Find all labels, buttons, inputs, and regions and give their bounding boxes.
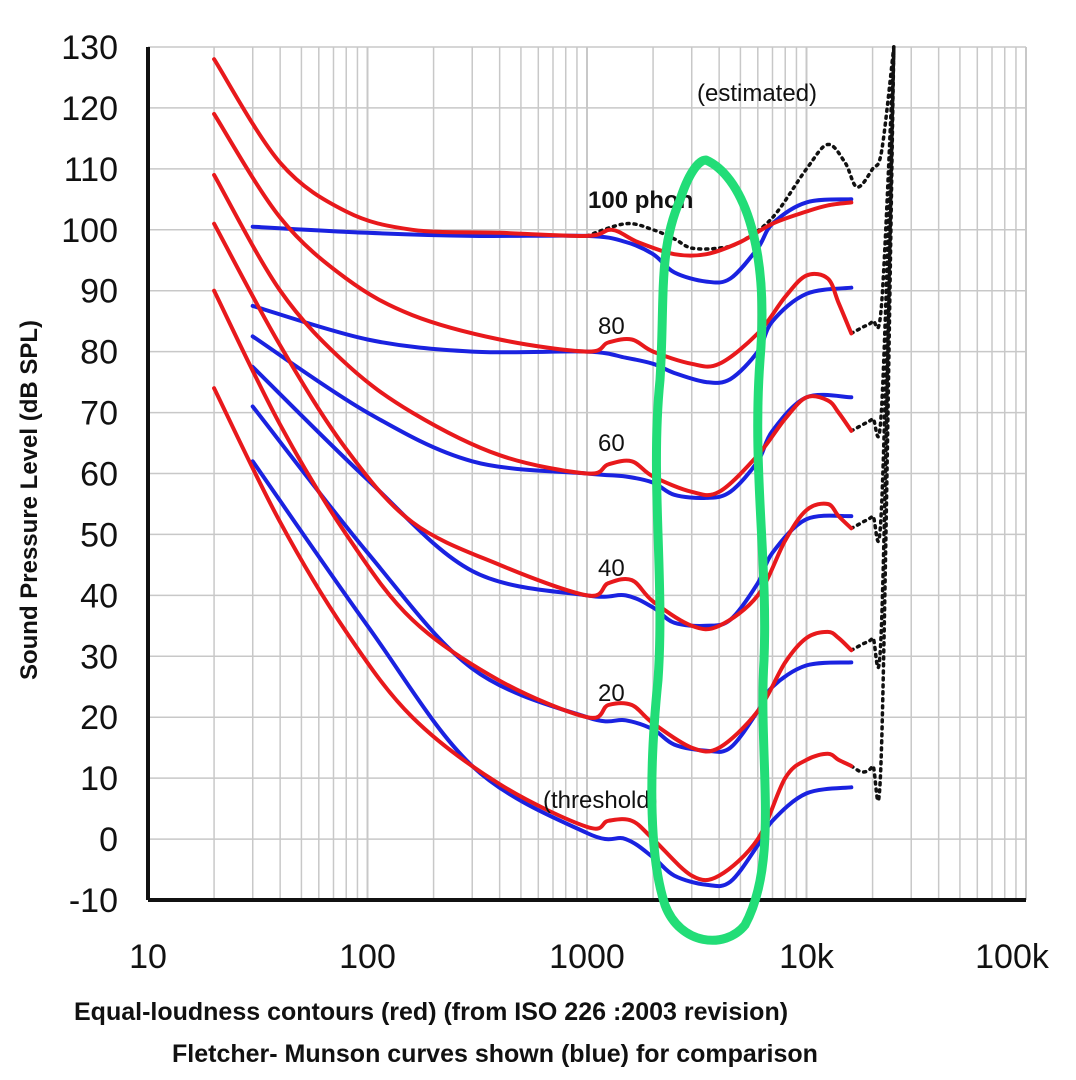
estimated-line [585,45,896,251]
iso-contour-line [212,288,854,754]
y-tick-label: 70 [80,395,118,433]
x-tick-label: 100 [339,938,396,976]
y-axis-label: Sound Pressure Level (dB SPL) [16,320,43,680]
y-tick-label: 0 [99,821,118,859]
y-tick-label: 100 [61,212,118,250]
y-tick-label: 20 [80,699,118,737]
y-tick-label: -10 [69,882,118,920]
iso-contour-line [212,112,854,369]
highlight-annotation [647,155,770,945]
phon80-label: 80 [598,313,625,340]
y-tick-label: 30 [80,638,118,676]
x-tick-label: 10 [129,938,167,976]
y-tick-label: 80 [80,334,118,372]
y-tick-label: 130 [61,29,118,67]
y-tick-label: 40 [80,577,118,615]
caption-line-2: Fletcher- Munson curves shown (blue) for… [172,1040,818,1068]
x-tick-label: 1000 [549,938,625,976]
estimated-line [849,45,896,670]
grid-lines [147,46,1027,901]
iso-contour-line [212,386,854,883]
y-tick-label: 110 [64,151,118,189]
y-tick-label: 50 [80,516,118,554]
threshold-label: (threshold) [543,787,658,814]
iso-contour-line [212,221,854,632]
x-tick-label: 10k [779,938,835,976]
x-tick-label: 100k [975,938,1050,976]
fletcher-munson-line [250,334,854,501]
y-tick-label: 90 [80,273,118,311]
estimated-line [849,45,896,803]
y-tick-label: 10 [80,760,118,798]
curve-series [212,45,896,889]
phon40-label: 40 [598,555,625,582]
phon20-label: 20 [598,680,625,707]
y-tick-label: 60 [80,456,118,494]
estimated-label: (estimated) [697,80,817,107]
phon60-label: 60 [598,430,625,457]
iso-contour-line [212,173,854,498]
iso-contour-line [212,57,854,258]
y-tick-label: 120 [61,90,118,128]
caption-line-1: Equal-loudness contours (red) (from ISO … [74,998,788,1026]
